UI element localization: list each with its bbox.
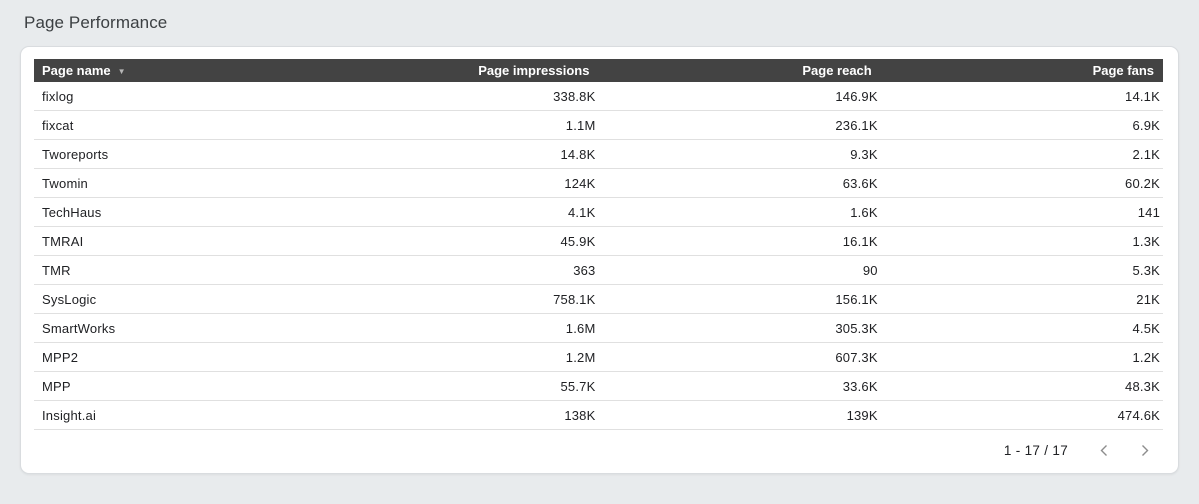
sort-desc-icon: ▼ <box>117 67 126 76</box>
cell-impressions: 45.9K <box>327 226 599 256</box>
table-row: fixcat 1.1M 236.1K 6.9K <box>34 110 1163 140</box>
cell-reach: 63.6K <box>598 168 881 198</box>
cell-reach: 16.1K <box>598 226 881 256</box>
cell-impressions: 338.8K <box>327 82 599 111</box>
column-header-page-impressions[interactable]: Page impressions <box>327 59 599 82</box>
table-row: Tworeports 14.8K 9.3K 2.1K <box>34 139 1163 169</box>
table-row: MPP 55.7K 33.6K 48.3K <box>34 371 1163 401</box>
table-header-row: Page name ▼ Page impressions Page reach P… <box>34 59 1163 82</box>
cell-impressions: 363 <box>327 255 599 285</box>
cell-fans: 14.1K <box>880 82 1163 111</box>
cell-fans: 4.5K <box>880 313 1163 343</box>
cell-reach: 146.9K <box>598 82 881 111</box>
pagination-next-button[interactable] <box>1124 431 1164 471</box>
page-title: Page Performance <box>24 13 168 32</box>
chevron-right-icon <box>1138 444 1151 457</box>
cell-reach: 156.1K <box>598 284 881 314</box>
cell-name: Twomin <box>34 168 328 198</box>
cell-reach: 90 <box>598 255 881 285</box>
cell-impressions: 14.8K <box>327 139 599 169</box>
cell-impressions: 4.1K <box>327 197 599 227</box>
cell-name: SysLogic <box>34 284 328 314</box>
column-header-page-reach[interactable]: Page reach <box>598 59 881 82</box>
table-row: TechHaus 4.1K 1.6K 141 <box>34 197 1163 227</box>
page-performance-table: Page name ▼ Page impressions Page reach P… <box>34 59 1163 430</box>
cell-impressions: 1.1M <box>327 110 599 140</box>
cell-impressions: 138K <box>327 400 599 430</box>
cell-fans: 60.2K <box>880 168 1163 198</box>
cell-fans: 6.9K <box>880 110 1163 140</box>
column-header-page-name[interactable]: Page name ▼ <box>34 59 328 82</box>
cell-fans: 2.1K <box>880 139 1163 169</box>
table-card: Page name ▼ Page impressions Page reach P… <box>20 46 1179 474</box>
pagination-prev-button[interactable] <box>1084 431 1124 471</box>
cell-reach: 9.3K <box>598 139 881 169</box>
cell-fans: 21K <box>880 284 1163 314</box>
cell-name: Insight.ai <box>34 400 328 430</box>
table-row: fixlog 338.8K 146.9K 14.1K <box>34 82 1163 111</box>
pagination-range: 1 - 17 / 17 <box>1003 443 1068 458</box>
page-root: Page Performance Page name ▼ Page impress… <box>0 0 1199 474</box>
chevron-left-icon <box>1098 444 1111 457</box>
cell-impressions: 1.2M <box>327 342 599 372</box>
cell-reach: 607.3K <box>598 342 881 372</box>
cell-impressions: 1.6M <box>327 313 599 343</box>
cell-impressions: 55.7K <box>327 371 599 401</box>
cell-fans: 141 <box>880 197 1163 227</box>
table-row: TMRAI 45.9K 16.1K 1.3K <box>34 226 1163 256</box>
table-row: Insight.ai 138K 139K 474.6K <box>34 400 1163 430</box>
cell-impressions: 758.1K <box>327 284 599 314</box>
cell-name: SmartWorks <box>34 313 328 343</box>
cell-name: MPP <box>34 371 328 401</box>
column-header-page-fans[interactable]: Page fans <box>880 59 1163 82</box>
cell-fans: 1.3K <box>880 226 1163 256</box>
pagination: 1 - 17 / 17 <box>1004 428 1164 473</box>
cell-name: TMRAI <box>34 226 328 256</box>
cell-reach: 305.3K <box>598 313 881 343</box>
table-row: TMR 363 90 5.3K <box>34 255 1163 285</box>
cell-name: fixcat <box>34 110 328 140</box>
cell-fans: 1.2K <box>880 342 1163 372</box>
table-wrap: Page name ▼ Page impressions Page reach P… <box>34 59 1163 430</box>
cell-reach: 1.6K <box>598 197 881 227</box>
column-header-page-name-label: Page name <box>42 63 111 78</box>
table-row: Twomin 124K 63.6K 60.2K <box>34 168 1163 198</box>
cell-reach: 33.6K <box>598 371 881 401</box>
cell-fans: 48.3K <box>880 371 1163 401</box>
table-row: SmartWorks 1.6M 305.3K 4.5K <box>34 313 1163 343</box>
table-row: SysLogic 758.1K 156.1K 21K <box>34 284 1163 314</box>
cell-reach: 139K <box>598 400 881 430</box>
cell-reach: 236.1K <box>598 110 881 140</box>
cell-impressions: 124K <box>327 168 599 198</box>
cell-fans: 474.6K <box>880 400 1163 430</box>
cell-name: TechHaus <box>34 197 328 227</box>
cell-fans: 5.3K <box>880 255 1163 285</box>
table-row: MPP2 1.2M 607.3K 1.2K <box>34 342 1163 372</box>
cell-name: Tworeports <box>34 139 328 169</box>
cell-name: fixlog <box>34 82 328 111</box>
cell-name: TMR <box>34 255 328 285</box>
cell-name: MPP2 <box>34 342 328 372</box>
